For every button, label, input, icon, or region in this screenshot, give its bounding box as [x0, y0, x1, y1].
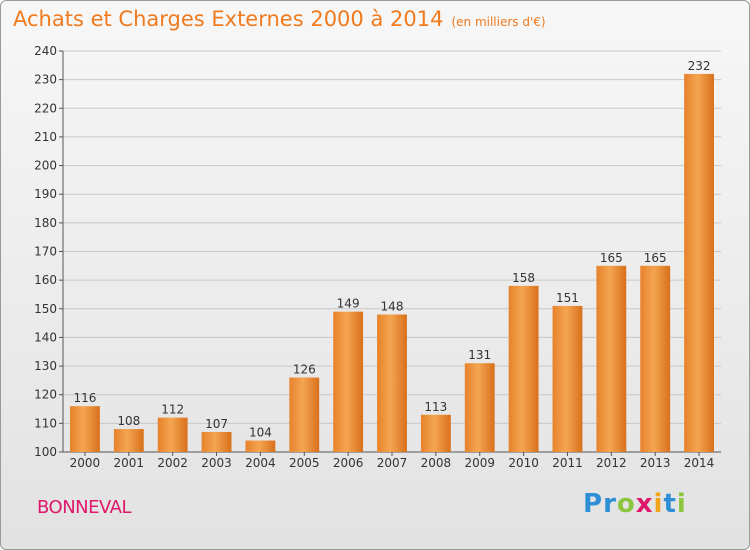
place-name: BONNEVAL — [37, 497, 132, 518]
x-tick-label: 2010 — [508, 456, 539, 470]
x-tick-label: 2008 — [421, 456, 452, 470]
x-tick-label: 2001 — [114, 456, 145, 470]
chart-title-text: Achats et Charges Externes 2000 à 2014 — [13, 7, 444, 31]
data-label: 112 — [161, 403, 184, 417]
data-label: 108 — [117, 414, 140, 428]
y-tick-label: 150 — [34, 302, 57, 316]
logo-letter: r — [603, 489, 617, 519]
data-label: 148 — [381, 300, 404, 314]
bar — [289, 377, 320, 452]
y-tick-label: 220 — [34, 101, 57, 115]
logo-letter: i — [653, 489, 664, 519]
bar — [333, 311, 364, 452]
proxiti-logo: Proxiti — [583, 489, 687, 519]
y-tick-label: 130 — [34, 359, 57, 373]
bar — [552, 305, 583, 452]
data-label: 232 — [688, 59, 711, 73]
data-label: 151 — [556, 291, 579, 305]
y-tick-label: 120 — [34, 388, 57, 402]
y-tick-label: 240 — [34, 44, 57, 58]
logo-letter: x — [635, 489, 654, 519]
data-label: 131 — [468, 348, 491, 362]
x-tick-label: 2000 — [70, 456, 101, 470]
y-tick-label: 180 — [34, 216, 57, 230]
bar — [70, 406, 100, 452]
data-label: 165 — [600, 251, 623, 265]
data-label: 126 — [293, 363, 316, 377]
logo-letter: P — [583, 489, 604, 519]
y-tick-label: 200 — [34, 159, 57, 173]
bar — [113, 429, 144, 452]
bar — [201, 431, 232, 452]
y-tick-label: 140 — [34, 330, 57, 344]
bar — [684, 73, 714, 453]
data-label: 107 — [205, 417, 228, 431]
data-labels: 116 108 112 107 104 126 149 148 113 131 158 151 165 1… — [73, 59, 710, 440]
logo-letter: o — [616, 489, 636, 519]
bar — [640, 265, 671, 452]
bar — [245, 440, 276, 452]
x-tick-label: 2011 — [552, 456, 583, 470]
data-label: 116 — [73, 391, 96, 405]
x-tick-label: 2009 — [464, 456, 495, 470]
bars — [70, 73, 714, 453]
x-tick-label: 2014 — [684, 456, 715, 470]
data-label: 165 — [644, 251, 667, 265]
bar — [420, 414, 451, 452]
x-tick-label: 2007 — [377, 456, 408, 470]
data-label: 113 — [424, 400, 447, 414]
bar — [508, 285, 539, 452]
x-tick-label: 2004 — [245, 456, 276, 470]
y-tick-label: 160 — [34, 273, 57, 287]
logo-letter: t — [663, 489, 677, 519]
x-tick-label: 2005 — [289, 456, 320, 470]
x-tick-label: 2006 — [333, 456, 364, 470]
bar — [157, 417, 188, 452]
chart-unit: (en milliers d'€) — [451, 15, 546, 29]
y-tick-label: 110 — [34, 416, 57, 430]
data-label: 149 — [337, 297, 360, 311]
logo-letter: i — [676, 489, 687, 519]
x-tick-label: 2012 — [596, 456, 627, 470]
y-tick-label: 170 — [34, 245, 57, 259]
x-tick-label: 2013 — [640, 456, 671, 470]
bar — [464, 363, 495, 452]
y-tick-label: 230 — [34, 73, 57, 87]
y-tick-label: 210 — [34, 130, 57, 144]
y-tick-label: 190 — [34, 187, 57, 201]
y-tick-label: 100 — [34, 445, 57, 459]
chart-title: Achats et Charges Externes 2000 à 2014 (e… — [13, 7, 546, 31]
axes: 100 110 120 130 140 150 160 170 180 190 200 210 220 2… — [34, 44, 721, 470]
bar — [596, 265, 627, 452]
x-tick-label: 2003 — [201, 456, 232, 470]
data-label: 104 — [249, 426, 272, 440]
bar — [377, 314, 407, 452]
x-tick-label: 2002 — [157, 456, 188, 470]
data-label: 158 — [512, 271, 535, 285]
